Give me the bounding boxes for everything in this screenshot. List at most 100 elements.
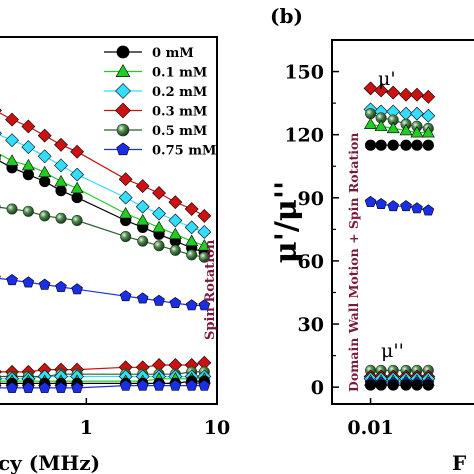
y-tick-label: 120: [284, 125, 324, 147]
data-point: [410, 106, 424, 121]
data-point: [22, 205, 34, 217]
data-point: [39, 175, 51, 188]
data-point: [399, 123, 413, 136]
legend-label: 0.2 mM: [152, 85, 207, 100]
data-point: [71, 191, 83, 204]
panel-b-x-axis-label: F: [452, 451, 466, 474]
data-point: [118, 172, 133, 187]
legend-marker: [115, 83, 131, 99]
data-point: [119, 290, 132, 302]
legend: 0 mM 0.1 mM 0.2 mM 0.3 mM 0.5 mM 0.75 mM: [104, 45, 216, 159]
legend-entry: 0 mM: [104, 45, 194, 61]
legend-label: 0 mM: [152, 46, 194, 61]
panel-a-annotation: Spin Rotation: [203, 239, 218, 340]
data-point: [136, 379, 149, 391]
legend-entry: 0.5 mM: [104, 123, 207, 139]
data-point: [387, 200, 399, 212]
data-point: [197, 239, 211, 251]
data-point: [400, 379, 412, 391]
panel-b-annotation: Domain Wall Motion + Spin Rotation: [346, 133, 361, 392]
data-point: [411, 379, 423, 391]
data-point: [364, 195, 377, 207]
legend-marker: [116, 45, 130, 59]
data-point: [22, 169, 34, 181]
data-point: [152, 220, 166, 233]
data-point: [119, 207, 133, 219]
data-point: [0, 108, 2, 113]
series-5: [364, 195, 435, 216]
data-point: [38, 165, 52, 178]
data-point: [71, 381, 83, 393]
y-tick-label: 90: [298, 188, 324, 210]
data-point: [136, 213, 150, 226]
data-point: [38, 278, 51, 290]
data-point: [168, 213, 183, 228]
data-point: [137, 235, 149, 247]
data-point: [118, 190, 133, 205]
data-point: [374, 119, 388, 132]
panel-b-plot: [363, 81, 436, 391]
data-point: [0, 153, 2, 157]
panel-a-x-ticks: 1 10: [80, 398, 230, 439]
series-6: [365, 364, 434, 376]
legend-entry: 0.3 mM: [104, 102, 207, 120]
data-point: [54, 137, 68, 152]
data-point: [422, 204, 435, 216]
data-point: [387, 379, 399, 391]
data-point: [153, 379, 165, 391]
data-point: [0, 369, 2, 374]
series-4: [364, 139, 434, 151]
mu-prime-label: μ': [378, 68, 396, 90]
y-tick-label: 60: [298, 251, 324, 273]
data-point: [185, 234, 199, 246]
data-point: [422, 379, 434, 391]
data-point: [54, 158, 68, 173]
data-point: [55, 381, 67, 393]
data-point: [169, 379, 182, 391]
panel-a-frame: [0, 36, 218, 405]
data-point: [168, 227, 182, 240]
data-point: [185, 299, 198, 311]
panel-b-frame: [331, 39, 474, 405]
panel-b: (b) 0 30 60 90 120 150 0.01 μ'/μ'' F Domain Wa…: [269, 4, 474, 474]
data-point: [185, 379, 198, 391]
series-4: [0, 203, 210, 263]
data-point: [363, 81, 378, 96]
data-point: [5, 112, 19, 127]
data-point: [136, 292, 149, 304]
x-tick-label: 10: [204, 417, 230, 439]
data-point: [387, 139, 399, 151]
data-point: [364, 117, 378, 129]
legend-entry: 0.75 mM: [104, 142, 216, 159]
data-point: [184, 220, 199, 235]
legend-label: 0.3 mM: [152, 105, 207, 120]
series-1: [0, 153, 211, 251]
data-point: [71, 215, 83, 227]
data-point: [400, 200, 412, 212]
x-tick-label: 1: [80, 417, 93, 439]
panel-a-plot: [0, 108, 212, 393]
data-point: [386, 121, 400, 134]
legend-label: 0.1 mM: [152, 66, 207, 81]
data-point: [411, 139, 423, 151]
data-point: [411, 202, 423, 214]
data-point: [22, 381, 35, 393]
data-point: [55, 185, 67, 197]
data-point: [6, 203, 18, 215]
data-point: [55, 212, 67, 224]
data-point: [5, 154, 19, 166]
x-tick-label: 0.01: [347, 417, 393, 439]
data-point: [135, 199, 150, 214]
data-point: [6, 381, 18, 393]
legend-marker: [116, 123, 130, 137]
data-point: [198, 251, 210, 263]
data-point: [120, 231, 132, 243]
data-point: [375, 379, 387, 391]
data-point: [386, 85, 401, 100]
panel-a-x-axis-label: cy (MHz): [0, 451, 100, 474]
data-point: [152, 186, 166, 200]
panel-b-ticks: 0 30 60 90 120 150 0.01: [284, 62, 393, 439]
series-3: [0, 108, 212, 223]
data-point: [399, 87, 413, 102]
